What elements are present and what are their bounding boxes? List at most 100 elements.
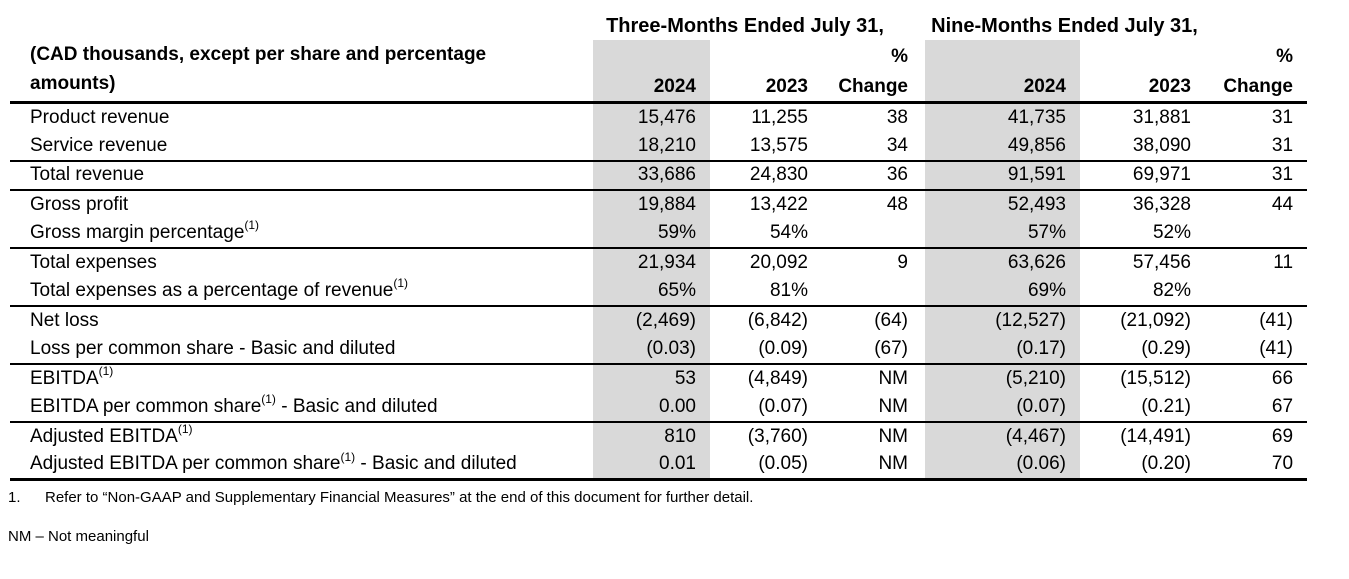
value-cell-2023-9m: 31,881 [1132,106,1191,128]
table-row: Service revenue 18,210 13,575 34 49,856 … [10,131,1308,162]
col-header-2024-9m: 2024 [925,70,1080,104]
value-cell-change-9m: 69 [1271,425,1294,447]
value-cell-2024-9m: 57% [925,218,1080,249]
value-cell-change-9m: 31 [1271,106,1294,128]
row-label: Total revenue [10,160,593,191]
value-cell-2024-3m: 65% [593,276,710,307]
value-cell-2024-3m: 15,476 [593,102,710,132]
table-row: EBITDA(1) 53 (4,849) NM (5,210) (15,512)… [10,363,1307,393]
col-header-change-9m: Change [1205,70,1308,104]
value-cell-2024-9m: 69% [925,276,1080,307]
value-cell-2023-3m: 81% [710,276,822,307]
value-cell-change-9m: 11 [1273,251,1294,273]
period-group-titles-row: Three-Months Ended July 31, Nine-Months … [10,10,1307,40]
table-row: Total expenses 21,934 20,092 9 63,626 57… [10,247,1307,277]
value-cell-change-3m: NM [878,425,908,447]
value-cell-2023-9m: (14,491) [1120,425,1191,447]
value-cell-2023-3m: 20,092 [749,251,808,273]
footnote-reference: (1) [261,392,276,407]
col-header-2023-3m: 2023 [710,70,822,104]
value-cell-change-3m: NM [822,450,912,481]
value-cell-2024-9m: (4,467) [925,421,1080,451]
col-header-change-3m: Change [822,70,912,104]
value-cell-2023-3m: 54% [710,218,822,249]
footnote-1: 1. Refer to “Non-GAAP and Supplementary … [8,488,1349,507]
percent-symbol-3m: % [891,45,908,67]
row-label-suffix: - Basic and diluted [275,395,438,417]
footnote-reference: (1) [340,450,356,464]
value-cell-2024-3m: 0.00 [593,392,710,423]
row-label-text: EBITDA [30,367,99,389]
column-gap [912,276,925,307]
value-cell-2024-3m: (0.03) [593,334,710,365]
value-cell-change-9m: 31 [1205,160,1308,191]
value-cell-2024-3m: (2,469) [593,305,710,335]
row-label-suffix: - Basic and diluted [355,453,517,475]
column-gap [912,218,925,249]
value-cell-change-3m [822,218,912,249]
row-label-text: Gross margin percentage [30,221,245,243]
financial-results-table: Three-Months Ended July 31, Nine-Months … [10,10,1308,481]
value-cell-change-3m: NM [822,392,912,423]
value-cell-change-3m: (67) [822,334,912,365]
row-label: EBITDA per common share(1) - Basic and d… [10,392,593,423]
value-cell-2024-9m: (5,210) [925,363,1080,393]
value-cell-change-9m: 44 [1271,193,1294,215]
value-cell-2023-3m: (4,849) [747,367,808,389]
row-label: Total expenses [10,248,593,277]
value-cell-2023-3m: (3,760) [747,425,808,447]
row-label: Total expenses as a percentage of revenu… [10,276,593,307]
value-cell-2023-3m: 13,575 [710,131,822,162]
value-cell-2023-9m: 82% [1080,276,1205,307]
value-cell-2024-3m: 59% [593,218,710,249]
value-cell-2024-9m: (12,527) [925,305,1080,335]
year-header-row: 2024 2023 Change 2024 2023 Change [10,70,1308,104]
row-label: EBITDA(1) [10,364,593,393]
value-cell-change-3m: 48 [886,193,908,215]
row-label-text: Total expenses [30,251,157,273]
value-cell-2024-9m: 49,856 [925,131,1080,162]
table-row: EBITDA per common share(1) - Basic and d… [10,392,1308,423]
value-cell-2023-3m: 11,255 [751,106,808,128]
value-cell-2023-9m: 57,456 [1132,251,1191,273]
value-cell-2023-9m: (0.29) [1080,334,1205,365]
value-cell-2023-9m: 69,971 [1080,160,1205,191]
column-gap [912,306,925,335]
column-gap [912,450,925,481]
value-cell-2023-9m: (21,092) [1120,309,1191,331]
col-header-2024-3m: 2024 [593,70,710,104]
value-cell-change-9m: 67 [1205,392,1308,423]
value-cell-2024-3m: 0.01 [593,450,710,481]
footnote-reference: (1) [244,218,260,233]
value-cell-change-3m: 34 [822,131,912,162]
nine-months-group-title: Nine-Months Ended July 31, [931,15,1198,37]
value-cell-2023-3m: (0.05) [710,450,822,481]
value-cell-change-9m: 70 [1205,450,1308,481]
unit-note-line2: amounts) [30,73,116,94]
value-cell-2023-3m: 24,830 [710,160,822,191]
table-row: Adjusted EBITDA per common share(1) - Ba… [10,450,1308,481]
value-cell-2024-3m: 33,686 [593,160,710,191]
table-row: Gross profit 19,884 13,422 48 52,493 36,… [10,189,1307,219]
value-cell-2024-9m: 41,735 [925,102,1080,132]
value-cell-change-9m [1205,218,1308,249]
row-label: Adjusted EBITDA(1) [10,422,593,451]
row-label: Gross margin percentage(1) [10,218,593,249]
value-cell-2023-9m: 52% [1080,218,1205,249]
empty-cell [925,40,1080,71]
row-label-text: Gross profit [30,193,129,215]
value-cell-2024-3m: 21,934 [593,247,710,277]
value-cell-2023-3m: (0.09) [710,334,822,365]
footnote-reference: (1) [177,422,193,437]
column-gap [912,40,925,71]
table-row: Product revenue 15,476 11,255 38 41,735 … [10,102,1307,132]
nm-definition-note: NM – Not meaningful [8,528,149,545]
unit-note-line1: (CAD thousands, except per share and per… [30,44,487,65]
footnote-reference: (1) [393,276,409,291]
row-label-text: Product revenue [30,106,170,128]
empty-cell [710,40,822,71]
value-cell-2023-9m: (15,512) [1120,367,1191,389]
value-cell-2024-9m: 52,493 [925,189,1080,219]
value-cell-change-3m: 38 [886,106,908,128]
